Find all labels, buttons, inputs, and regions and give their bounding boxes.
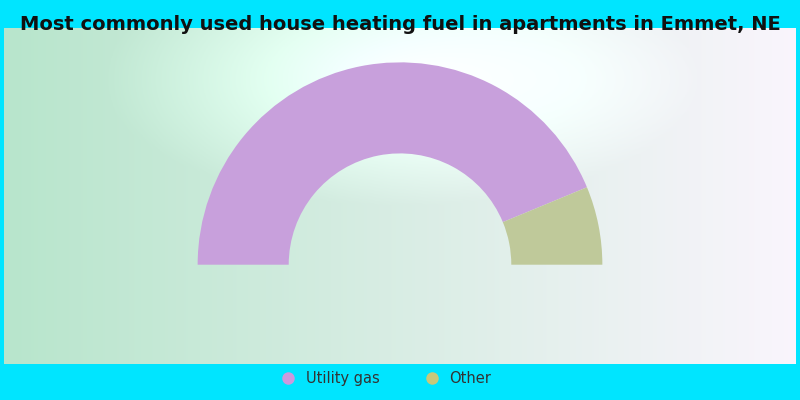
Wedge shape [198, 62, 587, 265]
Wedge shape [503, 187, 602, 265]
Text: Utility gas: Utility gas [306, 371, 379, 386]
Text: Other: Other [450, 371, 491, 386]
Text: Most commonly used house heating fuel in apartments in Emmet, NE: Most commonly used house heating fuel in… [20, 15, 780, 34]
